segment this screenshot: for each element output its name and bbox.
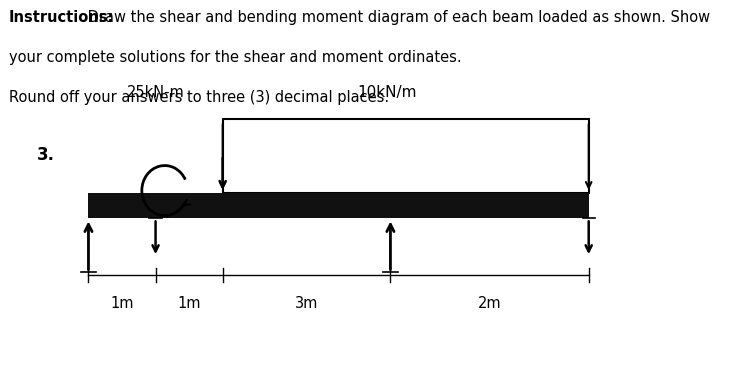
Text: Round off your answers to three (3) decimal places.: Round off your answers to three (3) deci… (9, 90, 389, 105)
Text: 2m: 2m (477, 296, 501, 311)
Text: Instructions:: Instructions: (9, 10, 114, 25)
Text: 1m: 1m (110, 296, 134, 311)
Bar (88, 194, 588, 219)
Text: 3.: 3. (36, 146, 55, 164)
Text: your complete solutions for the shear and moment ordinates.: your complete solutions for the shear an… (9, 50, 461, 65)
Text: 3m: 3m (295, 296, 318, 311)
Bar (222, 119, 588, 194)
Text: 1m: 1m (177, 296, 201, 311)
Text: 10kN/m: 10kN/m (358, 85, 417, 100)
Text: 25kN-m: 25kN-m (127, 85, 185, 100)
Text: Draw the shear and bending moment diagram of each beam loaded as shown. Show: Draw the shear and bending moment diagra… (83, 10, 710, 25)
